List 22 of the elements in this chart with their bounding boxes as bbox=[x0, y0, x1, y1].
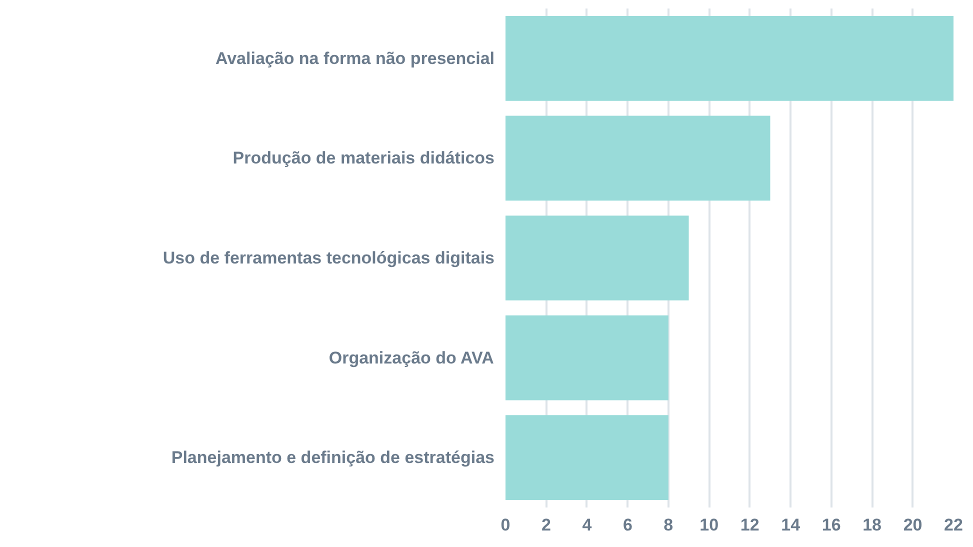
x-tick-label: 20 bbox=[903, 516, 922, 534]
bar bbox=[506, 415, 668, 500]
y-tick-label: Avaliação na forma não presencial bbox=[215, 48, 495, 68]
x-tick-label: 0 bbox=[500, 516, 510, 534]
y-tick-label: Planejamento e definição de estratégias bbox=[171, 448, 495, 468]
bar bbox=[506, 116, 770, 201]
x-tick-label: 10 bbox=[700, 516, 719, 534]
bar bbox=[506, 16, 954, 101]
x-tick-label: 8 bbox=[664, 516, 674, 534]
bar bbox=[506, 216, 689, 300]
x-tick-label: 2 bbox=[542, 516, 551, 534]
x-tick-label: 6 bbox=[622, 516, 632, 534]
x-tick-label: 18 bbox=[862, 516, 882, 534]
y-tick-label: Produção de materiais didáticos bbox=[232, 148, 495, 168]
x-tick-label: 22 bbox=[944, 516, 963, 534]
x-tick-label: 12 bbox=[740, 516, 760, 534]
bar bbox=[506, 315, 668, 400]
y-tick-label: Organização do AVA bbox=[328, 348, 494, 368]
x-tick-label: 4 bbox=[582, 516, 592, 534]
x-tick-label: 16 bbox=[822, 516, 841, 534]
x-tick-label: 14 bbox=[781, 516, 801, 534]
y-tick-label: Uso de ferramentas tecnológicas digitais bbox=[162, 248, 495, 268]
